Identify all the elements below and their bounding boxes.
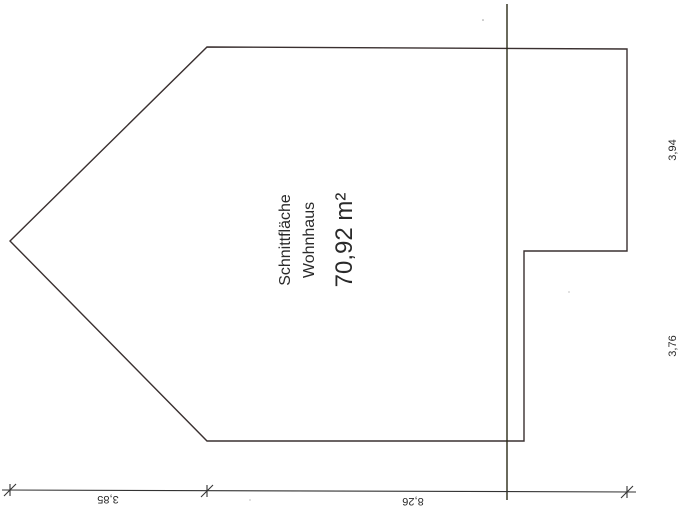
bottom-dimension-tick-left-slash [3, 483, 17, 497]
bottom-dimension-line [1, 489, 637, 493]
bottom-dimension-tick-mid-slash [200, 484, 214, 498]
area-label: Schnittfläche Wohnhaus 70,92 m² [277, 193, 358, 288]
bottom-dimension-chain: 3,85 8,26 [1, 483, 637, 507]
scan-speck [249, 499, 251, 501]
scan-speck [568, 291, 570, 293]
right-dimension-chain: 3,94 3,76 [667, 139, 679, 356]
dimension-bottom-left: 3,85 [97, 493, 118, 505]
scan-speck [482, 19, 484, 21]
building-outline [9, 46, 628, 442]
dimension-right-lower: 3,76 [667, 335, 679, 356]
area-label-line2: Wohnhaus [301, 202, 318, 278]
dimension-right-upper: 3,94 [667, 139, 679, 160]
area-label-line1: Schnittfläche [277, 194, 294, 286]
dimension-bottom-right: 8,26 [402, 495, 423, 507]
bottom-dimension-tick-right-slash [620, 485, 634, 499]
area-value: 70,92 m² [331, 193, 358, 288]
